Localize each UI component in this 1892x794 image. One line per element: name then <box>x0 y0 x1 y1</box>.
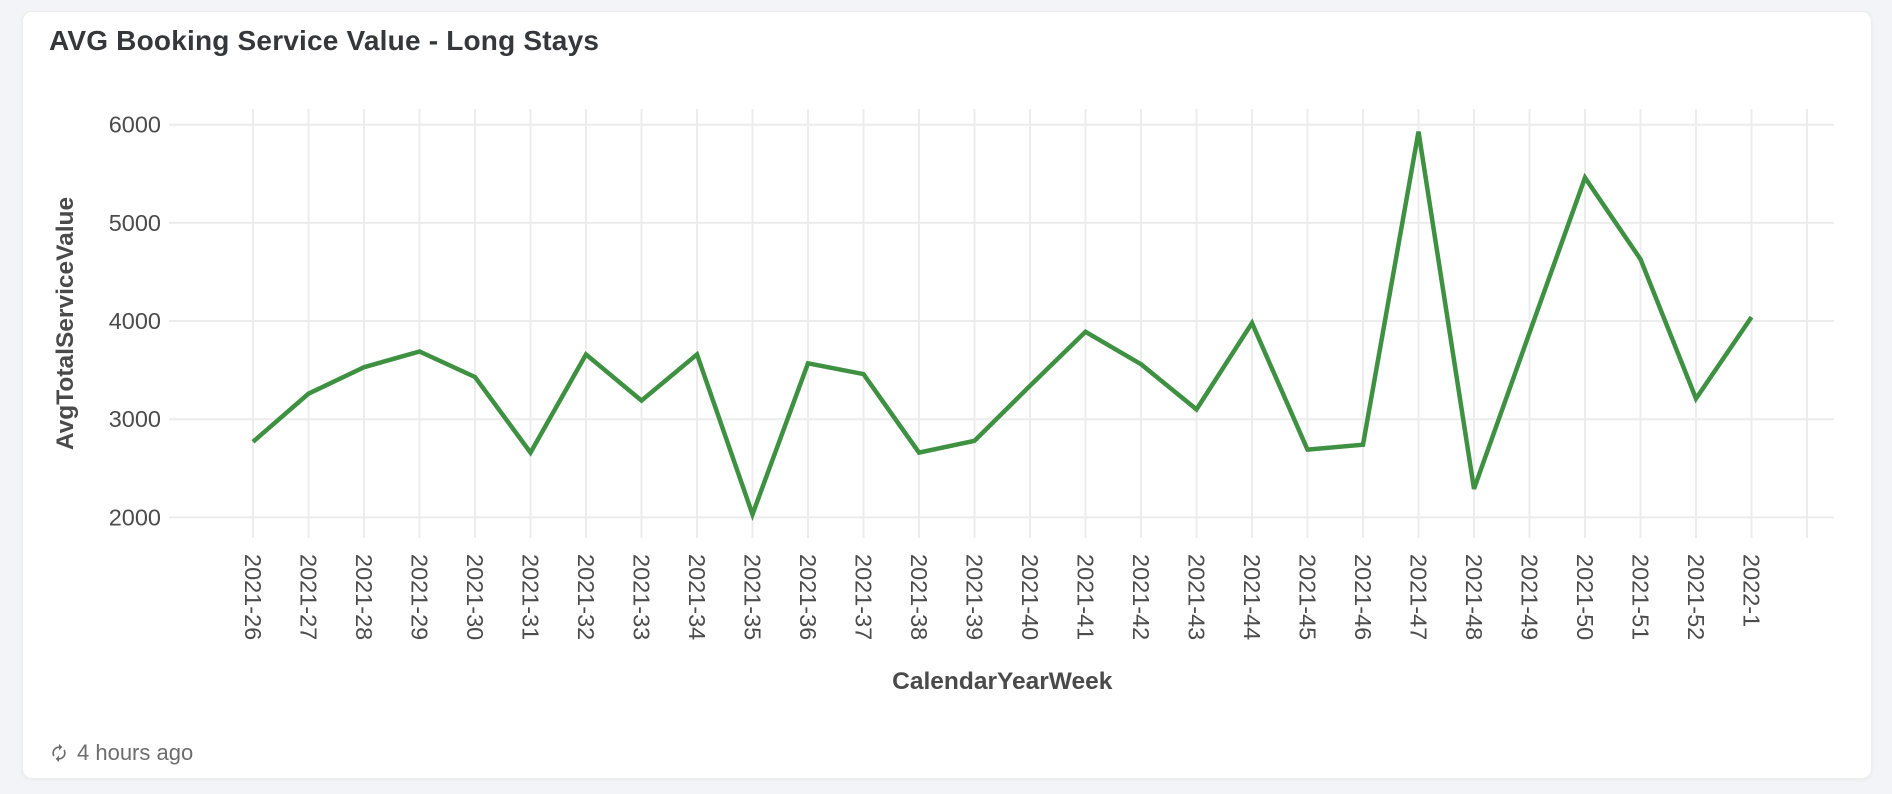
y-tick-label: 6000 <box>109 112 161 138</box>
y-axis-name: AvgTotalServiceValue <box>52 197 79 450</box>
x-tick-label: 2021-34 <box>684 554 710 640</box>
x-tick-label: 2021-49 <box>1517 554 1543 640</box>
refresh-icon <box>52 743 66 763</box>
x-tick-label: 2022-1 <box>1739 554 1765 627</box>
x-tick-label: 2021-44 <box>1239 554 1265 640</box>
last-refresh: 4 hours ago <box>49 740 193 766</box>
x-tick-label: 2021-29 <box>407 554 433 640</box>
y-tick-label: 3000 <box>109 406 161 432</box>
y-tick-label: 2000 <box>109 504 161 530</box>
x-tick-label: 2021-39 <box>962 554 988 640</box>
y-tick-label: 5000 <box>109 210 161 236</box>
series-line[interactable] <box>251 131 1754 522</box>
card-title: AVG Booking Service Value - Long Stays <box>49 25 600 56</box>
x-tick-label: 2021-48 <box>1461 554 1487 640</box>
x-tick-label: 2021-50 <box>1572 554 1598 640</box>
x-tick-label: 2021-32 <box>573 554 599 640</box>
x-tick-label: 2021-31 <box>518 554 544 640</box>
x-tick-label: 2021-26 <box>240 554 266 640</box>
y-tick-label: 4000 <box>109 308 161 334</box>
x-tick-label: 2021-52 <box>1683 554 1709 640</box>
x-tick-label: 2021-45 <box>1295 554 1321 640</box>
x-tick-label: 2021-46 <box>1350 554 1376 640</box>
x-tick-label: 2021-33 <box>629 554 655 640</box>
x-tick-label: 2021-42 <box>1128 554 1154 640</box>
x-tick-label: 2021-37 <box>851 554 877 640</box>
x-tick-label: 2021-35 <box>740 554 766 640</box>
x-tick-label: 2021-47 <box>1406 554 1432 640</box>
x-axis-name: CalendarYearWeek <box>892 668 1113 695</box>
x-tick-label: 2021-51 <box>1628 554 1654 640</box>
x-tick-label: 2021-41 <box>1073 554 1099 640</box>
x-tick-label: 2021-36 <box>795 554 821 640</box>
last-refresh-text: 4 hours ago <box>77 740 194 765</box>
x-tick-label: 2021-43 <box>1184 554 1210 640</box>
chart-card: AVG Booking Service Value - Long Stays 2… <box>22 11 1872 779</box>
x-tick-label: 2021-38 <box>906 554 932 640</box>
line-chart[interactable]: 2000 3000 4000 5000 6000 2021-26 2021-27 2021-2… <box>23 12 1873 780</box>
x-tick-label: 2021-28 <box>351 554 377 640</box>
x-tick-label: 2021-30 <box>462 554 488 640</box>
x-tick-label: 2021-27 <box>296 554 322 640</box>
x-tick-label: 2021-40 <box>1017 554 1043 640</box>
